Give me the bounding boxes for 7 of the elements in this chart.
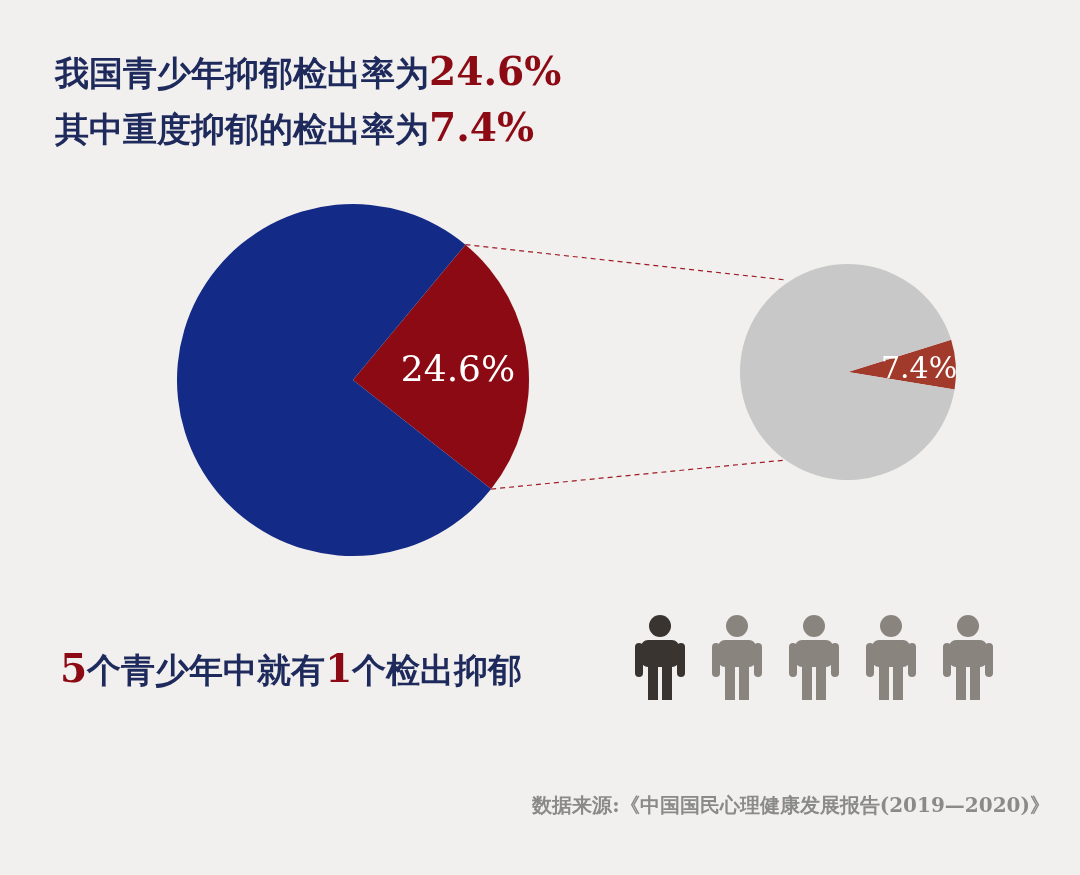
chart-title: 我国青少年抑郁检出率为24.6% 其中重度抑郁的检出率为7.4% — [54, 48, 562, 150]
data-label: 7.4% — [881, 349, 958, 385]
pie-slice — [353, 244, 529, 490]
pie-slice — [740, 264, 955, 480]
text: 5个青少年中就有1个检出抑郁 — [60, 645, 523, 691]
source-note: 数据来源:《中国国民心理健康发展报告(2019—2020)》 — [531, 793, 1050, 817]
data-label: 24.6% — [400, 348, 516, 390]
